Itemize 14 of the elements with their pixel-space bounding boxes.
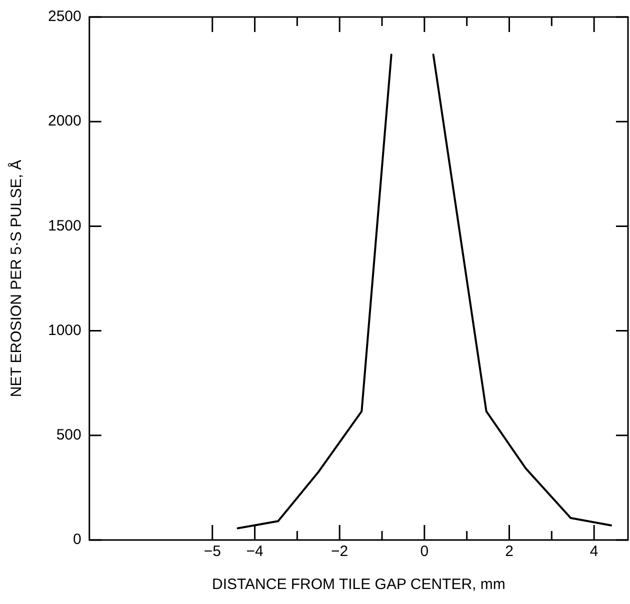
y-tick-label: 2500: [48, 8, 82, 26]
y-tick-label: 2000: [48, 112, 82, 130]
x-tick-label: −2: [331, 543, 348, 560]
y-tick-label: 500: [56, 426, 82, 444]
x-axis-title: DISTANCE FROM TILE GAP CENTER, mm: [212, 576, 506, 594]
x-tick-label: −4: [246, 543, 264, 560]
x-tick-label: −5: [204, 543, 221, 560]
y-tick-label: 1500: [48, 217, 82, 234]
y-axis-title: NET EROSION PER 5·S PULSE, Å: [7, 160, 26, 398]
x-tick-label: 2: [505, 543, 514, 560]
x-tick-label: 4: [590, 543, 598, 560]
x-tick-label: 0: [420, 543, 429, 560]
y-tick-label: 1000: [48, 322, 82, 339]
y-tick-label: 0: [73, 531, 82, 548]
